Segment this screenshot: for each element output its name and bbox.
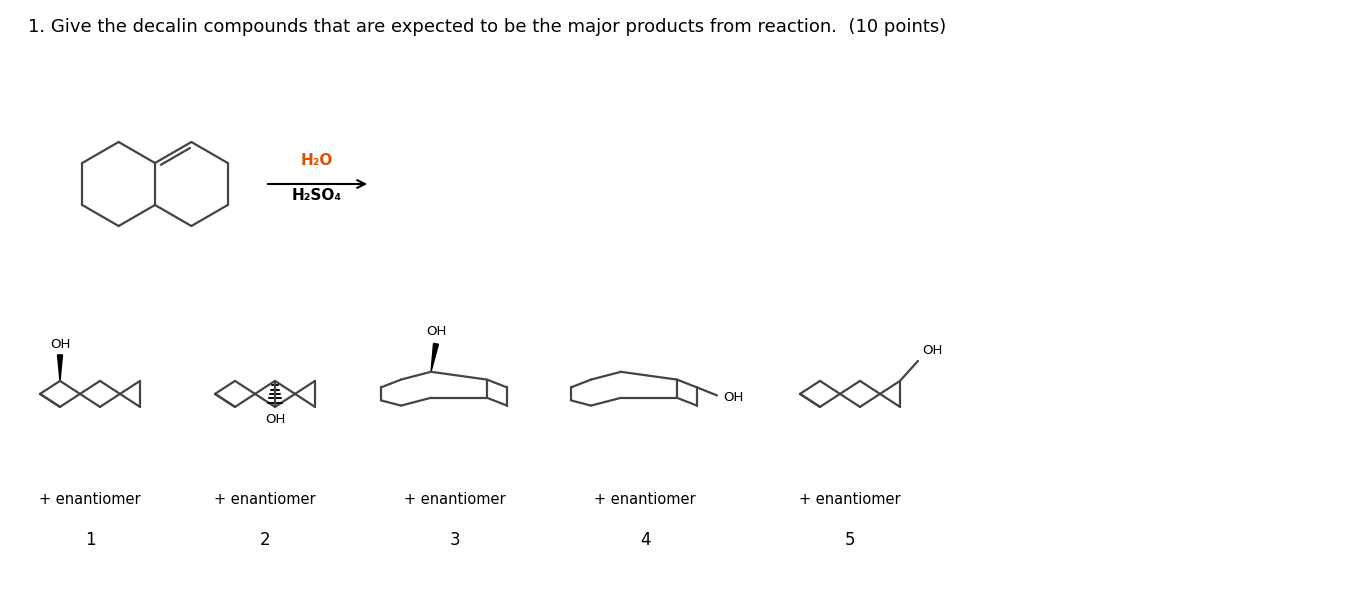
- Text: + enantiomer: + enantiomer: [405, 492, 505, 508]
- Polygon shape: [57, 355, 62, 381]
- Text: + enantiomer: + enantiomer: [800, 492, 900, 508]
- Text: + enantiomer: + enantiomer: [595, 492, 695, 508]
- Text: OH: OH: [426, 325, 447, 338]
- Text: + enantiomer: + enantiomer: [215, 492, 316, 508]
- Text: H₂SO₄: H₂SO₄: [292, 188, 342, 203]
- Text: OH: OH: [922, 344, 942, 357]
- Text: 2: 2: [259, 531, 270, 549]
- Text: 4: 4: [640, 531, 650, 549]
- Text: 1: 1: [84, 531, 95, 549]
- Text: OH: OH: [722, 391, 743, 404]
- Text: 3: 3: [449, 531, 460, 549]
- Text: OH: OH: [265, 413, 285, 426]
- Text: + enantiomer: + enantiomer: [39, 492, 141, 508]
- Polygon shape: [430, 343, 439, 372]
- Text: 5: 5: [845, 531, 856, 549]
- Text: 1. Give the decalin compounds that are expected to be the major products from re: 1. Give the decalin compounds that are e…: [29, 18, 947, 36]
- Text: H₂O: H₂O: [301, 153, 333, 168]
- Text: OH: OH: [50, 338, 71, 351]
